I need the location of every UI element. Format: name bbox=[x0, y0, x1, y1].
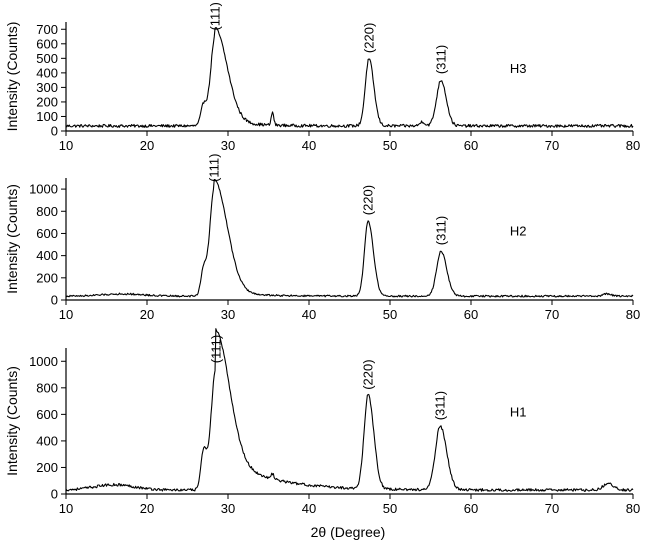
y-tick-label: 600 bbox=[36, 407, 58, 422]
y-tick-label: 200 bbox=[36, 270, 58, 285]
series-line-h1 bbox=[65, 328, 634, 492]
x-tick-label: 10 bbox=[59, 307, 73, 322]
y-tick-label: 1000 bbox=[29, 354, 58, 369]
y-tick-label: 600 bbox=[36, 226, 58, 241]
x-tick-label: 70 bbox=[545, 501, 559, 516]
x-axis-title: 2θ (Degree) bbox=[311, 524, 386, 540]
peak-label: (111) bbox=[208, 2, 223, 30]
x-tick-label: 50 bbox=[383, 138, 397, 153]
y-axis-title: Intensity (Counts) bbox=[4, 22, 20, 132]
y-axis-title: Intensity (Counts) bbox=[4, 184, 20, 294]
panel-label: H2 bbox=[510, 223, 527, 238]
x-tick-label: 20 bbox=[140, 138, 154, 153]
x-tick-label: 20 bbox=[140, 307, 154, 322]
x-tick-label: 60 bbox=[464, 307, 478, 322]
y-tick-label: 400 bbox=[36, 433, 58, 448]
x-tick-label: 50 bbox=[383, 501, 397, 516]
peak-label: (111) bbox=[207, 154, 222, 182]
y-tick-label: 800 bbox=[36, 380, 58, 395]
x-tick-label: 40 bbox=[302, 138, 316, 153]
x-tick-label: 10 bbox=[59, 501, 73, 516]
panels: 10 20 30 40 50 60 70 800100200300400500600700In… bbox=[4, 2, 640, 516]
x-tick-label: 20 bbox=[140, 501, 154, 516]
y-tick-label: 300 bbox=[36, 80, 58, 95]
y-tick-label: 100 bbox=[36, 109, 58, 124]
x-tick-label: 30 bbox=[221, 307, 235, 322]
x-tick-label: 30 bbox=[221, 138, 235, 153]
y-tick-label: 500 bbox=[36, 51, 58, 66]
x-tick-label: 30 bbox=[221, 501, 235, 516]
y-tick-label: 0 bbox=[51, 487, 58, 502]
y-tick-label: 200 bbox=[36, 94, 58, 109]
y-tick-label: 800 bbox=[36, 204, 58, 219]
peak-label: (311) bbox=[434, 216, 449, 245]
y-tick-label: 700 bbox=[36, 22, 58, 37]
x-tick-label: 80 bbox=[626, 501, 640, 516]
peak-label: (220) bbox=[361, 185, 376, 215]
peak-label: (220) bbox=[361, 23, 376, 53]
peak-label: (111) bbox=[208, 335, 223, 363]
panel-label: H3 bbox=[510, 61, 527, 76]
peak-label: (311) bbox=[434, 45, 449, 74]
y-tick-label: 0 bbox=[51, 124, 58, 139]
panel-h2: 10 20 30 40 50 60 70 8002004006008001000Intensi… bbox=[4, 154, 640, 322]
peak-label: (311) bbox=[433, 391, 448, 420]
peak-label: (220) bbox=[361, 359, 376, 389]
y-tick-label: 0 bbox=[51, 293, 58, 308]
y-tick-label: 1000 bbox=[29, 182, 58, 197]
y-tick-label: 400 bbox=[36, 248, 58, 263]
x-tick-label: 40 bbox=[302, 307, 316, 322]
x-tick-label: 70 bbox=[545, 138, 559, 153]
x-tick-label: 80 bbox=[626, 307, 640, 322]
x-tick-label: 10 bbox=[59, 138, 73, 153]
x-tick-label: 70 bbox=[545, 307, 559, 322]
y-tick-label: 200 bbox=[36, 460, 58, 475]
x-tick-label: 60 bbox=[464, 501, 478, 516]
x-tick-label: 40 bbox=[302, 501, 316, 516]
x-tick-label: 80 bbox=[626, 138, 640, 153]
y-tick-label: 600 bbox=[36, 36, 58, 51]
x-tick-label: 60 bbox=[464, 138, 478, 153]
series-line-h2 bbox=[65, 178, 634, 298]
y-axis-title: Intensity (Counts) bbox=[4, 366, 20, 476]
series-line-h3 bbox=[65, 26, 634, 128]
panel-label: H1 bbox=[510, 405, 527, 420]
x-tick-label: 50 bbox=[383, 307, 397, 322]
panel-h1: 10 20 30 40 50 60 70 8002004006008001000Intensi… bbox=[4, 328, 640, 516]
y-tick-label: 400 bbox=[36, 65, 58, 80]
